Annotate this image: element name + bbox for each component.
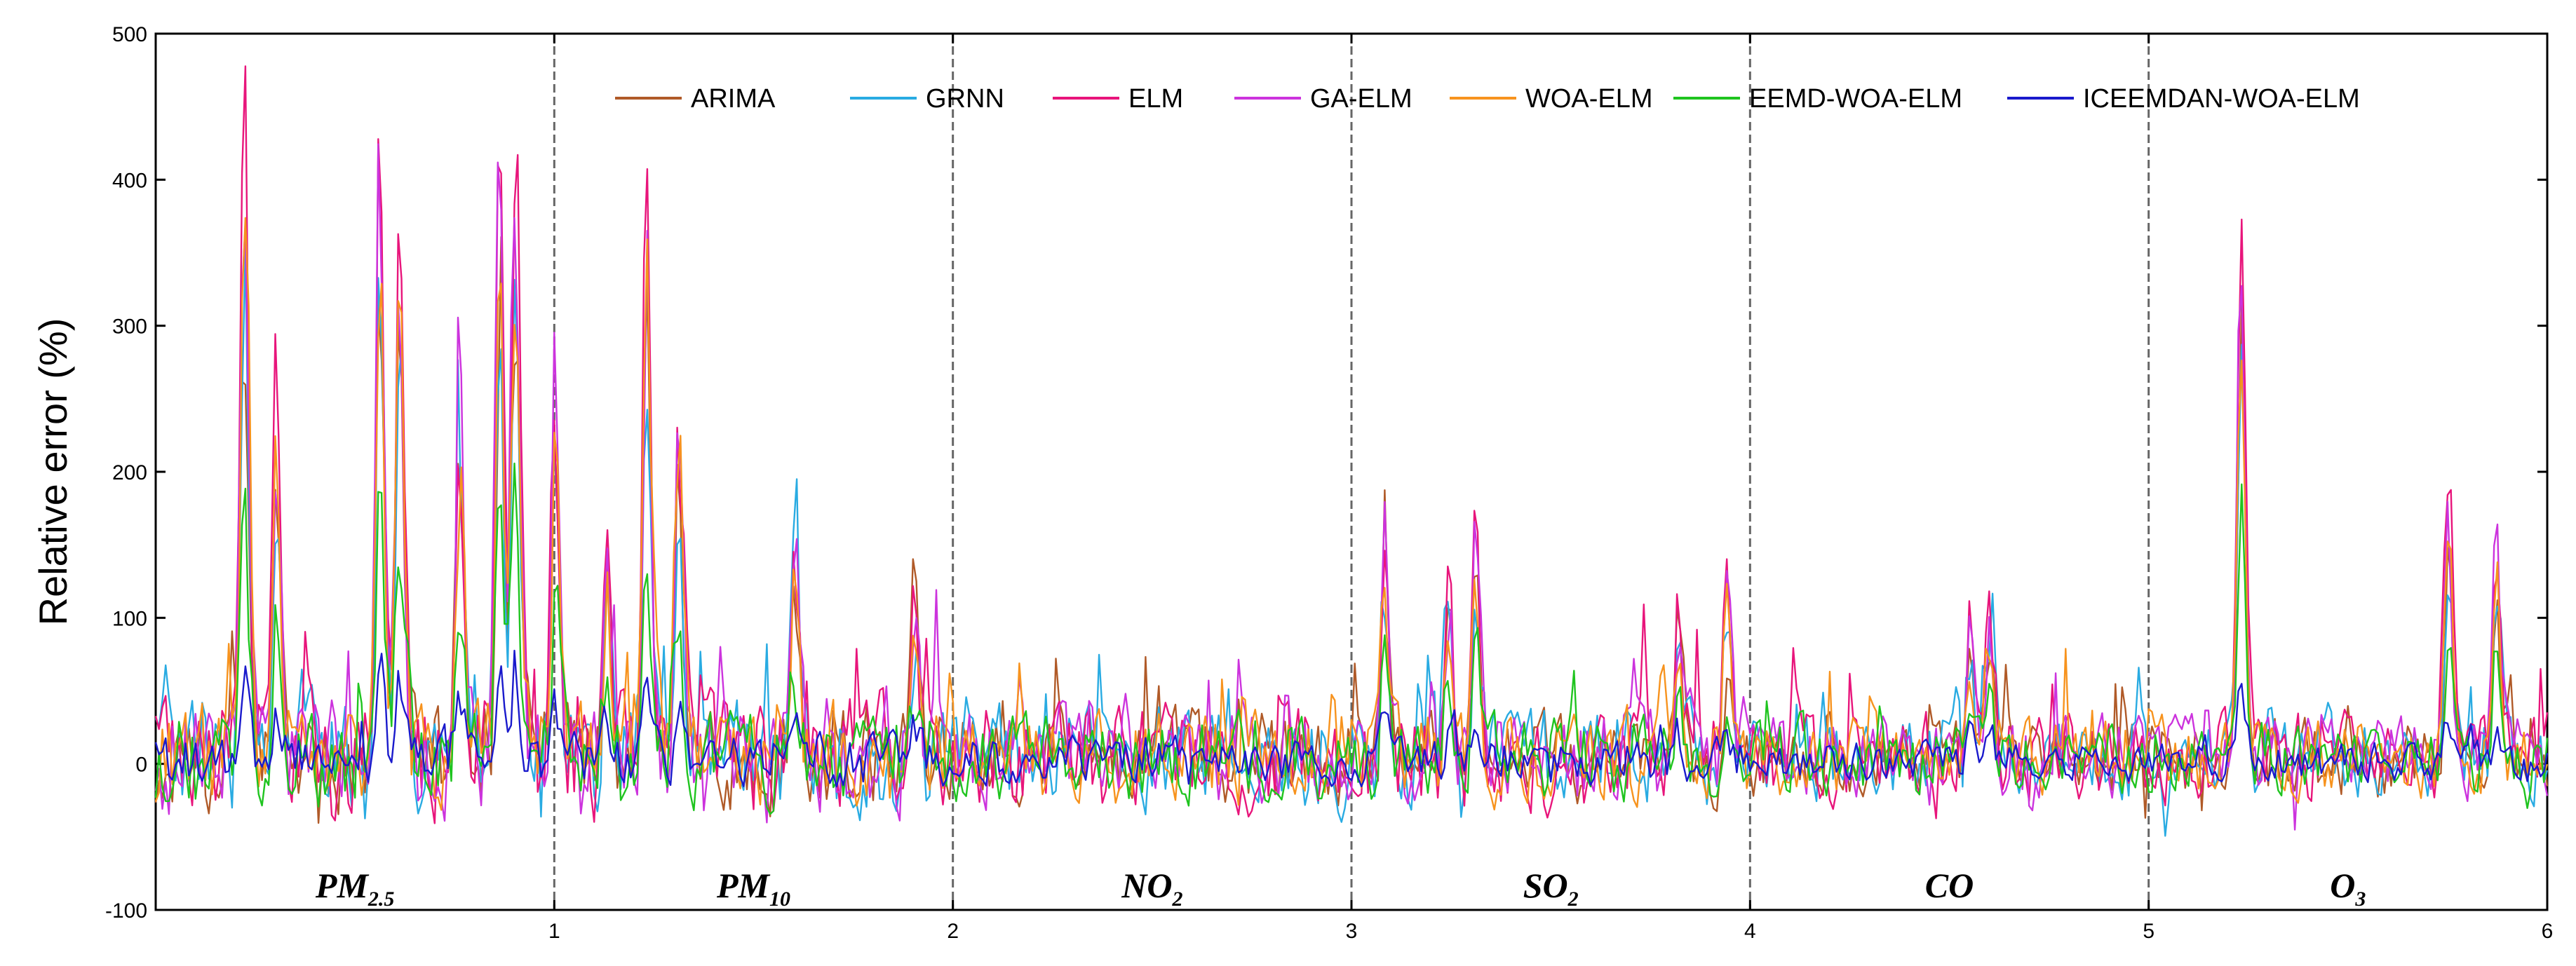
region-label: NO2: [1121, 866, 1182, 911]
region-label-subscript: 2: [1171, 887, 1182, 911]
axes: -100 0 100 200 300 400 500 1 2 3 4 5 6: [105, 23, 2553, 943]
region-label-subscript: 2.5: [367, 887, 395, 911]
y-axis-label: Relative error (%): [31, 318, 75, 626]
region-label-subscript: 10: [769, 887, 790, 911]
series-line-ga-elm: [154, 143, 2549, 831]
legend-entry: WOA-ELM: [1525, 84, 1653, 114]
x-tick-label: 4: [1744, 920, 1756, 943]
region-labels: PM2.5 PM10 NO2 SO2 CO O3: [315, 866, 2366, 911]
y-tick-label: 400: [112, 169, 147, 192]
region-label-subscript: 2: [1567, 887, 1579, 911]
x-tick-label: 6: [2542, 920, 2554, 943]
region-label: SO2: [1523, 866, 1579, 911]
x-tick-label: 3: [1346, 920, 1358, 943]
legend-entry: GRNN: [926, 84, 1004, 114]
region-label-subscript: 3: [2354, 887, 2366, 911]
legend-entry: GA-ELM: [1310, 84, 1412, 114]
y-tick-label: 100: [112, 607, 147, 630]
y-tick-label: 200: [112, 461, 147, 484]
series-line-woa-elm: [154, 217, 2549, 811]
legend-entry: EEMD-WOA-ELM: [1749, 84, 1962, 114]
region-label: CO: [1925, 866, 1974, 905]
region-label: O3: [2330, 866, 2366, 911]
x-tick-label: 2: [947, 920, 959, 943]
legend-entry: ARIMA: [691, 84, 776, 114]
x-tick-label: 5: [2143, 920, 2154, 943]
legend-entry: ICEEMDAN-WOA-ELM: [2083, 84, 2360, 114]
series-lines: [154, 65, 2549, 837]
x-tick-label: 1: [548, 920, 560, 943]
region-label: PM10: [716, 866, 790, 911]
y-tick-label: 0: [135, 754, 147, 777]
series-line-eemd-woa-elm: [154, 462, 2549, 815]
series-line-iceemdan-woa-elm: [154, 649, 2549, 788]
legend-entry: ELM: [1128, 84, 1183, 114]
y-tick-label: -100: [105, 899, 147, 923]
y-tick-label: 500: [112, 23, 147, 46]
y-tick-label: 300: [112, 315, 147, 339]
region-label: PM2.5: [315, 866, 394, 911]
legend: ARIMA GRNN ELM GA-ELM WOA-ELM EEMD-WOA-ELM ICE…: [615, 84, 2360, 114]
